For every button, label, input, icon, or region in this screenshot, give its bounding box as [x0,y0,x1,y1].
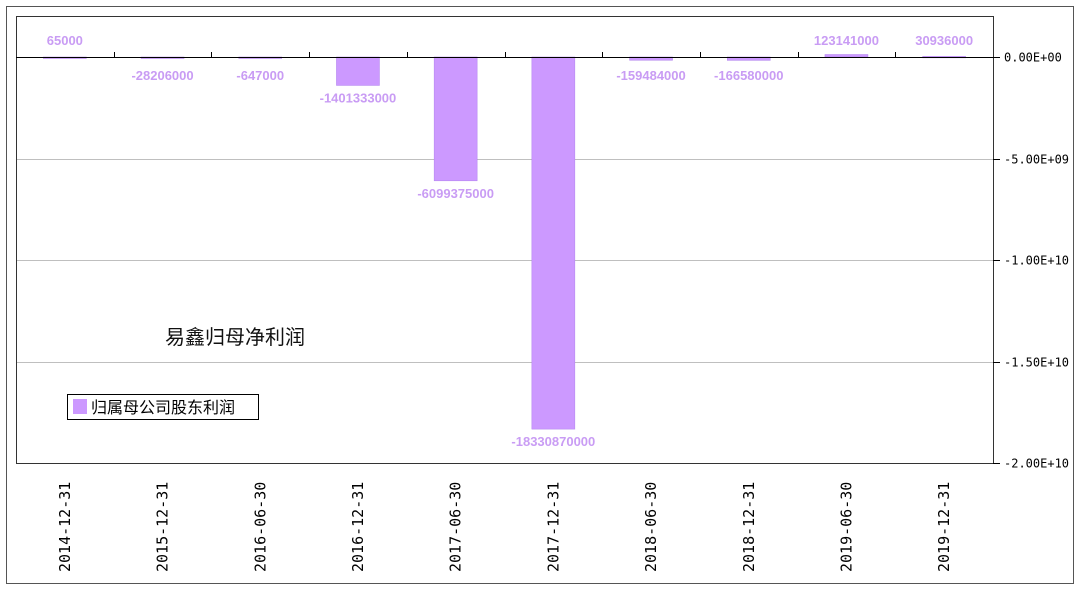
data-label: -647000 [236,68,284,83]
x-tick-label: 2016-06-30 [251,482,269,572]
legend: 归属母公司股东利润 [67,394,259,420]
x-tick-label: 2018-12-31 [740,482,758,572]
bar [433,56,478,182]
x-tick-label: 2019-06-30 [837,482,855,572]
legend-label: 归属母公司股东利润 [91,398,235,417]
chart-title: 易鑫归母净利润 [165,325,305,349]
data-label: -6099375000 [417,186,494,201]
y-tick-label: 0.00E+00 [1004,51,1062,65]
y-tick-label: -1.00E+10 [1004,254,1069,268]
legend-box [67,394,259,420]
bar [824,54,869,58]
data-label: -18330870000 [511,434,595,449]
x-tick-marks [114,52,896,58]
plot-area-border [16,16,994,464]
data-label: 30936000 [915,33,973,48]
y-tick-label: -5.00E+09 [1004,153,1069,167]
data-label: -166580000 [714,68,783,83]
data-label: 65000 [47,33,83,48]
x-tick-label: 2017-06-30 [447,482,465,572]
data-label: -159484000 [616,68,685,83]
y-tick-label: -1.50E+10 [1004,356,1069,370]
y-axis: 0.00E+00 -5.00E+09 -1.00E+10 -1.50E+10 -2.00… [993,51,1069,471]
x-tick-label: 2015-12-31 [154,482,172,572]
data-label: -28206000 [131,68,193,83]
bar [336,56,380,86]
x-tick-label: 2014-12-31 [56,482,74,572]
x-tick-label: 2017-12-31 [544,482,562,572]
x-tick-label: 2019-12-31 [935,482,953,572]
bar [531,56,576,430]
x-tick-label: 2016-12-31 [349,482,367,572]
data-label: -1401333000 [320,90,397,105]
x-axis-labels: 2014-12-31 2015-12-31 2016-06-30 2016-12-31… [56,482,953,572]
x-tick-label: 2018-06-30 [642,482,660,572]
data-labels: 65000 -28206000 -647000 -1401333000 -6099375… [47,33,973,449]
y-tick-label: -2.00E+10 [1004,457,1069,471]
legend-swatch [73,399,87,414]
data-label: 123141000 [814,33,879,48]
